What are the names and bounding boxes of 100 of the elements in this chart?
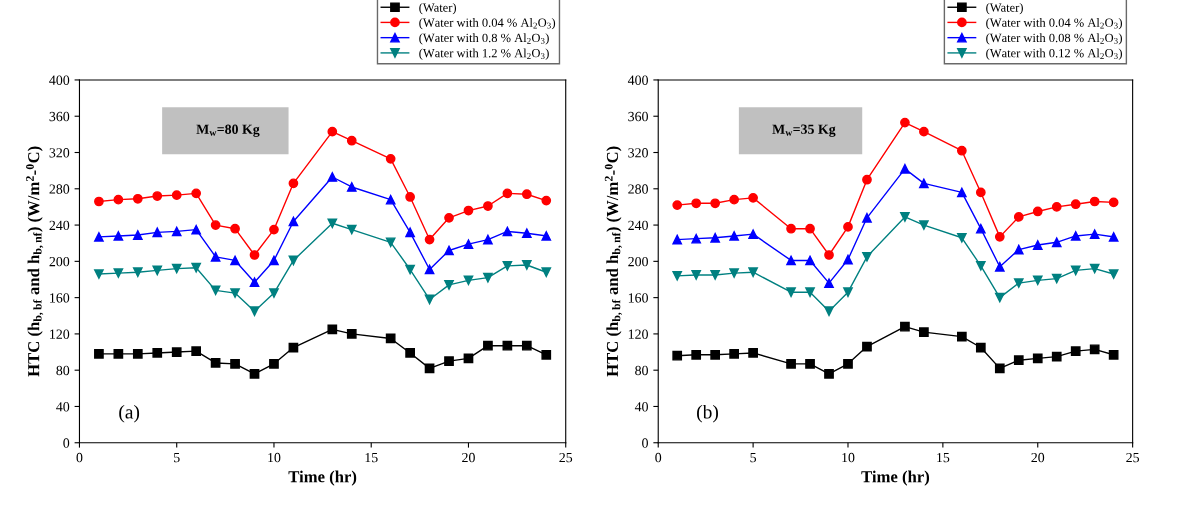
point: [919, 220, 929, 230]
y-tick-label: 240: [628, 220, 648, 231]
point: [444, 245, 454, 256]
point: [1013, 355, 1024, 366]
point: [541, 195, 552, 206]
point: [786, 223, 796, 234]
point: [113, 194, 124, 205]
point: [975, 342, 986, 353]
legend-label: (Water with 0.04 % Al$_{2}$O$_{3}$): [419, 18, 556, 30]
y-tick-label: 160: [628, 293, 648, 303]
point: [152, 348, 163, 358]
point: [269, 224, 279, 235]
x-tick-label: 5: [750, 453, 757, 463]
x-tick-label: 25: [559, 452, 573, 463]
x-axis-title: Time (hr): [288, 470, 357, 486]
point: [900, 321, 910, 332]
text: HTC (h$_{b,bf}$ and h$_{b,nf}$) (W/m$^{2}$-$^{0}$C): [604, 146, 622, 377]
y-tick-label: 360: [628, 111, 648, 122]
point: [288, 216, 299, 227]
point: [327, 324, 338, 335]
point: [385, 153, 396, 164]
legend-label: (Water with 0.08 % Al$_{2}$O$_{3}$): [986, 33, 1122, 45]
point: [843, 287, 853, 298]
point: [900, 117, 910, 128]
point: [502, 261, 513, 271]
point: [994, 261, 1005, 272]
point: [1108, 349, 1119, 360]
point: [786, 358, 796, 369]
point: [1089, 196, 1100, 207]
point: [1108, 231, 1119, 242]
point: [269, 358, 279, 369]
point: [805, 223, 815, 234]
y-tick-label: 120: [50, 329, 70, 339]
point: [1070, 199, 1081, 210]
point: [729, 268, 739, 279]
point: [691, 349, 702, 360]
point: [249, 277, 260, 288]
point: [483, 201, 493, 211]
y-tick-label: 360: [49, 111, 70, 122]
point: [710, 198, 721, 209]
point: [1051, 237, 1062, 248]
point: [288, 255, 299, 266]
point: [919, 178, 929, 189]
point: [748, 229, 758, 240]
point: [346, 329, 357, 339]
annotation: M$_{w}$=80 Kg: [196, 124, 260, 137]
point: [249, 368, 260, 379]
point: [385, 333, 396, 344]
point: [1089, 229, 1100, 240]
point: [327, 126, 338, 137]
point: [230, 288, 240, 298]
point: [862, 341, 872, 352]
y-tick-label: 400: [49, 75, 70, 85]
point: [171, 263, 182, 274]
point: [424, 234, 435, 245]
point: [805, 358, 815, 369]
point: [691, 233, 702, 244]
point: [672, 234, 683, 245]
point: [346, 182, 357, 192]
y-tick-label: 240: [49, 220, 70, 231]
x-tick-label: 0: [655, 452, 662, 463]
y-tick-label: 280: [49, 184, 70, 194]
point: [132, 349, 143, 359]
point: [1089, 344, 1100, 355]
point: [94, 349, 104, 359]
annotation: M$_{w}$=35 Kg: [772, 124, 836, 137]
point: [710, 270, 721, 280]
point: [132, 267, 143, 278]
point: [171, 347, 182, 357]
point: [483, 340, 493, 351]
point: [541, 231, 552, 241]
point: [843, 358, 853, 369]
point: [385, 194, 396, 205]
x-tick-label: 20: [462, 452, 475, 463]
y-tick-label: 120: [628, 329, 648, 339]
point: [710, 349, 721, 360]
point: [691, 198, 702, 209]
legend-label: (Water with 1.2 % Al$_{2}$O$_{3}$): [419, 48, 549, 60]
point: [1013, 212, 1024, 222]
point: [672, 350, 683, 361]
point: [113, 231, 124, 241]
point: [94, 231, 104, 242]
text: HTC (h$_{b,bf}$ and h$_{b,nf}$) (W/m$^{2}$-$^{0}$C): [26, 146, 44, 377]
legend-label: (Water): [986, 2, 1023, 15]
y-tick-label: 80: [635, 365, 648, 376]
point: [975, 261, 986, 271]
point: [956, 187, 967, 198]
point: [210, 220, 221, 230]
point: [327, 172, 338, 182]
point: [994, 231, 1005, 242]
point: [994, 363, 1005, 374]
point: [1032, 240, 1043, 250]
point: [132, 230, 143, 240]
point: [843, 222, 853, 232]
point: [956, 232, 967, 243]
point: [405, 264, 415, 275]
point: [521, 260, 532, 270]
point: [327, 218, 338, 229]
point: [152, 191, 163, 201]
point: [132, 193, 143, 204]
